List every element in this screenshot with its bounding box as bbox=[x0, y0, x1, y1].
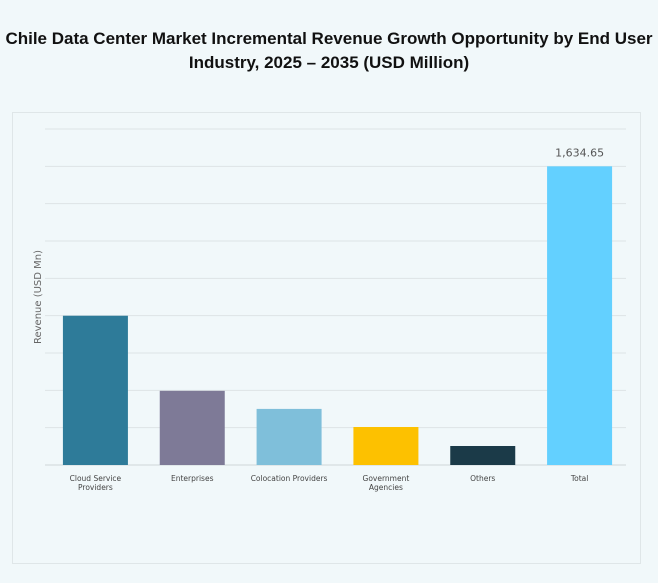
x-tick-label: Enterprises bbox=[171, 474, 214, 483]
x-tick-label: Total bbox=[570, 474, 589, 483]
bar-cloud-service-providers bbox=[62, 315, 128, 465]
bar-enterprises bbox=[159, 390, 225, 465]
x-tick-label: Colocation Providers bbox=[251, 474, 328, 483]
x-tick-label: Cloud Service bbox=[70, 474, 122, 483]
y-axis-label: Revenue (USD Mn) bbox=[33, 250, 44, 344]
x-tick-label: Government bbox=[363, 474, 410, 483]
data-label: 1,634.65 bbox=[555, 146, 604, 159]
x-tick-label: Providers bbox=[78, 483, 113, 492]
chart-title: Chile Data Center Market Incremental Rev… bbox=[5, 29, 653, 72]
bar-colocation-providers bbox=[256, 408, 322, 465]
x-tick-label: Agencies bbox=[369, 483, 403, 492]
bar-government-agencies bbox=[353, 426, 419, 465]
bar-total bbox=[547, 166, 613, 466]
bar-others bbox=[450, 445, 516, 465]
x-tick-label: Others bbox=[470, 474, 495, 483]
